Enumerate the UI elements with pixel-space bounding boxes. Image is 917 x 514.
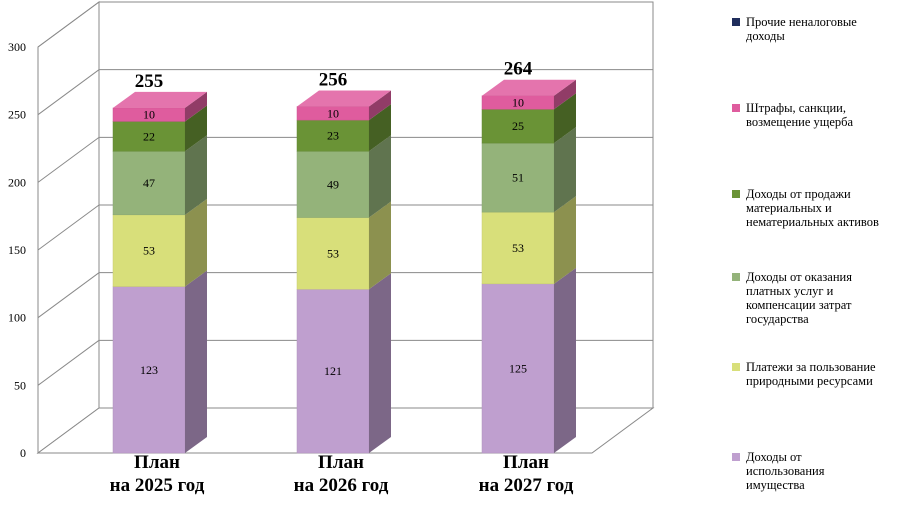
legend-swatch xyxy=(732,104,740,112)
legend-label: Доходы от оказания платных услуг и компе… xyxy=(746,270,852,326)
legend-label: Доходы от использования имущества xyxy=(746,450,825,492)
bar-segment xyxy=(112,150,186,216)
bar-segment-side xyxy=(185,135,207,215)
bar-segment-side xyxy=(185,198,207,287)
total-label: 255 xyxy=(135,71,164,92)
data-label: 25 xyxy=(512,119,524,133)
x-category-label: План xyxy=(503,452,549,473)
gridline-side xyxy=(37,1,100,48)
bar-segment xyxy=(481,211,555,285)
total-label: 256 xyxy=(319,70,348,91)
bar-stack: 121 53 49 23 10 256 xyxy=(296,70,391,454)
bar-segment xyxy=(296,150,370,218)
total-label: 264 xyxy=(504,59,533,80)
legend-swatch xyxy=(732,18,740,26)
bar-segment-side xyxy=(369,273,391,453)
y-tick-label: 100 xyxy=(8,311,26,325)
bar-segment xyxy=(481,109,555,144)
bar-segment-side xyxy=(369,90,391,121)
gridline-side xyxy=(37,339,100,386)
x-category-label: на 2027 год xyxy=(479,475,574,496)
bar-stack: 125 53 51 25 10 264 xyxy=(481,59,576,454)
legend-label: Доходы от продажи материальных и нематер… xyxy=(746,187,879,229)
legend-label: Штрафы, санкции, возмещение ущерба xyxy=(746,101,854,129)
bar-top xyxy=(297,90,391,107)
gridline-side xyxy=(37,272,100,319)
bar-top xyxy=(482,79,576,96)
data-label: 125 xyxy=(509,361,527,375)
bar-segment-side xyxy=(554,127,576,213)
bar-segment xyxy=(296,119,370,152)
bar-segment-side xyxy=(554,93,576,144)
data-label: 53 xyxy=(143,244,155,258)
bar-segment-side xyxy=(369,201,391,290)
bar-segment xyxy=(112,214,186,287)
data-label: 51 xyxy=(512,171,524,185)
bar-segment-side xyxy=(185,91,207,122)
y-tick-label: 150 xyxy=(8,243,26,257)
bar-segment-side xyxy=(369,135,391,218)
x-category-label: План xyxy=(134,452,180,473)
data-label: 121 xyxy=(324,364,342,378)
bar-segment xyxy=(481,283,555,454)
x-category-label: План xyxy=(318,452,364,473)
legend-swatch xyxy=(732,273,740,281)
data-label: 22 xyxy=(143,129,155,143)
legend-label: Платежи за пользование природными ресурс… xyxy=(746,360,876,388)
x-category-label: на 2026 год xyxy=(294,475,389,496)
legend: Доходы от использования имущества Платежи… xyxy=(732,0,917,509)
bar-segment-side xyxy=(185,105,207,152)
bar-segment-side xyxy=(554,267,576,453)
x-category-label: на 2025 год xyxy=(110,475,205,496)
bar-segment-side xyxy=(554,196,576,284)
y-tick-label: 0 xyxy=(20,446,26,460)
data-label: 47 xyxy=(143,176,155,190)
data-label: 49 xyxy=(327,177,339,191)
bar-segment xyxy=(296,217,370,290)
data-label: 23 xyxy=(327,129,339,143)
data-label: 53 xyxy=(327,246,339,260)
bar-segment-side xyxy=(185,270,207,453)
bar-segment-side xyxy=(554,79,576,110)
bar-segment xyxy=(481,142,555,213)
legend-swatch xyxy=(732,453,740,461)
legend-swatch xyxy=(732,190,740,198)
bar-segment xyxy=(112,286,186,454)
bar-segment xyxy=(112,121,186,152)
data-label: 10 xyxy=(143,108,155,122)
data-label: 53 xyxy=(512,241,524,255)
gridline-side xyxy=(37,69,100,116)
data-label: 10 xyxy=(512,95,524,109)
y-tick-label: 50 xyxy=(14,378,26,392)
data-label: 123 xyxy=(140,363,158,377)
data-label: 10 xyxy=(327,106,339,120)
bar-stack: 123 53 47 22 10 255 xyxy=(112,71,207,454)
bar-top xyxy=(113,91,207,108)
y-tick-label: 250 xyxy=(8,108,26,122)
legend-swatch xyxy=(732,363,740,371)
bar-segment-side xyxy=(369,104,391,152)
gridline-side xyxy=(37,136,100,183)
gridline-side xyxy=(37,204,100,251)
y-tick-label: 300 xyxy=(8,40,26,54)
bar-segment xyxy=(296,289,370,454)
legend-label: Прочие неналоговые доходы xyxy=(746,15,857,43)
y-tick-label: 200 xyxy=(8,175,26,189)
